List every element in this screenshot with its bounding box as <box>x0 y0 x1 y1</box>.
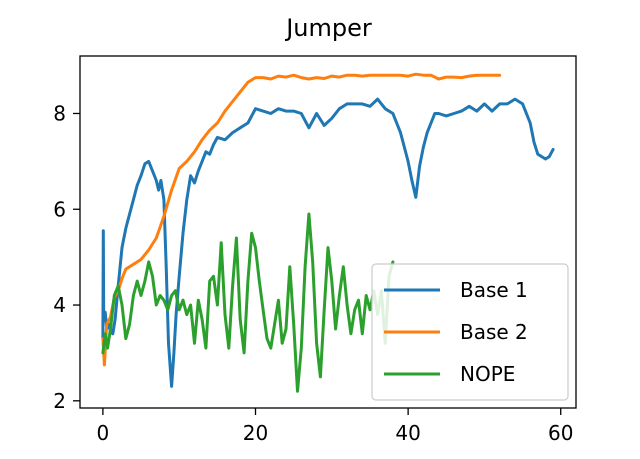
x-axis: 0 20 40 60 <box>97 408 573 445</box>
y-tick-label: 4 <box>53 293 66 317</box>
y-tick-label: 6 <box>53 197 66 221</box>
axes-frame <box>79 55 577 409</box>
x-tick-label: 0 <box>97 421 110 445</box>
series-line-base-2 <box>101 72 502 367</box>
plot-area <box>101 72 555 393</box>
x-tick-label: 40 <box>395 421 420 445</box>
y-axis: 2 4 6 8 <box>53 101 80 413</box>
y-tick-label: 8 <box>53 101 66 125</box>
legend: Base 1 Base 2 NOPE <box>371 263 569 401</box>
x-tick-label: 60 <box>548 421 573 445</box>
legend-label: Base 2 <box>460 320 528 344</box>
chart-title: Jumper <box>284 14 372 42</box>
x-tick-label: 20 <box>243 421 268 445</box>
series-line-base-1 <box>101 97 555 388</box>
legend-label: Base 1 <box>460 278 528 302</box>
legend-box <box>371 263 569 401</box>
series-line-nope <box>101 212 395 393</box>
y-tick-label: 2 <box>53 389 66 413</box>
legend-label: NOPE <box>460 362 515 386</box>
